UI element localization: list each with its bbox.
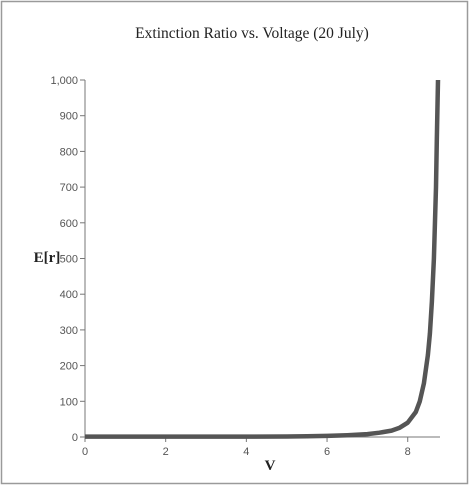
y-tick-label: 700	[60, 182, 78, 194]
y-tick-label: 900	[60, 111, 78, 123]
y-axis-title: E[r]	[34, 250, 61, 266]
x-tick-label: 2	[163, 446, 169, 458]
y-tick-label: 100	[60, 396, 78, 408]
y-tick-label: 1,000	[50, 75, 78, 87]
x-tick-label: 6	[324, 446, 330, 458]
x-axis-title: V	[265, 458, 276, 474]
y-tick-label: 200	[60, 361, 78, 373]
y-tick-label: 300	[60, 325, 78, 337]
y-tick-label: 500	[60, 254, 78, 266]
x-tick-label: 0	[82, 446, 88, 458]
y-tick-label: 0	[72, 432, 78, 444]
ticks: 0 2 4 6 8 0 100 200 300 400 500 600 700 800 900 1,000	[50, 75, 410, 458]
y-tick-label: 600	[60, 218, 78, 230]
y-tick-label: 400	[60, 289, 78, 301]
x-tick-label: 8	[405, 446, 411, 458]
y-tick-label: 800	[60, 146, 78, 158]
plot-area	[85, 79, 441, 439]
series-line-0	[85, 79, 441, 439]
chart-title: Extinction Ratio vs. Voltage (20 July)	[135, 25, 369, 42]
x-tick-label: 4	[243, 446, 249, 458]
